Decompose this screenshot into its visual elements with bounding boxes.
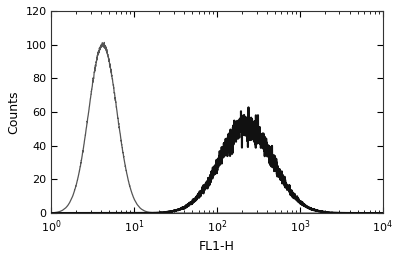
X-axis label: FL1-H: FL1-H bbox=[199, 240, 235, 253]
Y-axis label: Counts: Counts bbox=[7, 90, 20, 134]
